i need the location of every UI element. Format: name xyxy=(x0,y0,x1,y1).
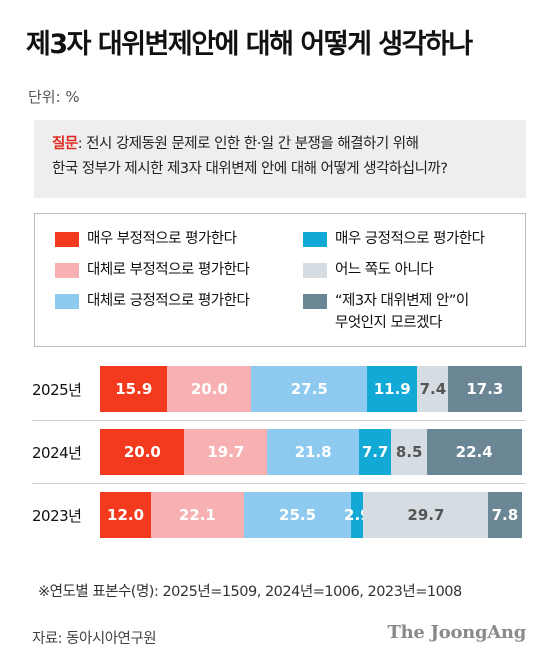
legend-item-unknown: “제3자 대위변제 안”이 무엇인지 모르겠다 xyxy=(303,290,469,334)
data-label: 7.8 xyxy=(491,506,519,524)
data-label: 19.7 xyxy=(207,443,245,461)
legend-item-very-positive: 매우 긍정적으로 평가한다 xyxy=(303,228,485,250)
chart-title: 제3자 대위변제안에 대해 어떻게 생각하나 xyxy=(26,29,473,60)
data-label: 20.0 xyxy=(123,443,161,461)
bar-segment: 25.5 xyxy=(243,492,352,538)
data-label: 11.9 xyxy=(373,380,411,398)
data-label: 22.1 xyxy=(178,506,216,524)
data-label: 8.5 xyxy=(395,443,423,461)
legend-swatch xyxy=(55,294,79,309)
bar-segment: 7.7 xyxy=(358,429,392,475)
legend-label: 대체로 부정적으로 평가한다 xyxy=(87,262,250,278)
question-box: 질문: 전시 강제동원 문제로 인한 한·일 간 분쟁을 해결하기 위해 한국 … xyxy=(34,120,526,198)
legend-label: 매우 긍정적으로 평가한다 xyxy=(335,231,485,247)
bar-segment: 19.7 xyxy=(184,429,268,475)
bar-segment: 21.8 xyxy=(266,429,360,475)
bar-segment: 15.9 xyxy=(100,366,168,412)
bar-segment: 27.5 xyxy=(251,366,368,412)
legend-label: 매우 부정적으로 평가한다 xyxy=(87,231,237,247)
bar-segment: 17.3 xyxy=(448,366,522,412)
data-label: 7.4 xyxy=(419,380,447,398)
y-tick-label: 2025년 xyxy=(32,381,82,399)
legend: 매우 부정적으로 평가한다 매우 긍정적으로 평가한다 대체로 부정적으로 평가… xyxy=(34,213,526,347)
data-label: 27.5 xyxy=(290,380,328,398)
brand-logo: The JoongAng xyxy=(387,622,527,643)
unit-label: 단위: % xyxy=(28,88,80,106)
legend-swatch xyxy=(303,294,327,309)
data-label: 20.0 xyxy=(190,380,228,398)
legend-swatch xyxy=(303,263,327,278)
question-text-1: : 전시 강제동원 문제로 인한 한·일 간 분쟁을 해결하기 위해 xyxy=(77,136,419,152)
data-label: 7.7 xyxy=(361,443,389,461)
stacked-bar-chart: 2025년 15.9 20.0 27.5 11.9 7.4 17.3 2024년 20.0 19.… xyxy=(0,360,560,560)
legend-swatch xyxy=(303,232,327,247)
sample-size-note: ※연도별 표본수(명): 2025년=1509, 2024년=1006, 202… xyxy=(38,584,462,600)
data-label: 22.4 xyxy=(455,443,493,461)
legend-item-very-negative: 매우 부정적으로 평가한다 xyxy=(55,228,237,250)
bar-segment: 22.1 xyxy=(150,492,245,538)
legend-swatch xyxy=(55,232,79,247)
legend-item-somewhat-positive: 대체로 긍정적으로 평가한다 xyxy=(55,290,250,312)
data-label: 25.5 xyxy=(279,506,317,524)
row-divider xyxy=(32,483,526,484)
question-line-1: 질문: 전시 강제동원 문제로 인한 한·일 간 분쟁을 해결하기 위해 xyxy=(52,132,512,157)
legend-swatch xyxy=(55,263,79,278)
data-label: 21.8 xyxy=(294,443,332,461)
data-label: 29.7 xyxy=(407,506,445,524)
bar-segment: 22.4 xyxy=(426,429,522,475)
bar-segment: 29.7 xyxy=(363,492,489,538)
bar-segment: 20.0 xyxy=(100,429,185,475)
question-text-2: 한국 정부가 제시한 제3자 대위변제 안에 대해 어떻게 생각하십니까? xyxy=(52,161,448,177)
source-label: 자료: 동아시아연구원 xyxy=(32,631,157,647)
y-tick-label: 2023년 xyxy=(32,507,82,525)
data-label: 17.3 xyxy=(466,380,504,398)
legend-label: 어느 쪽도 아니다 xyxy=(335,262,434,278)
row-divider xyxy=(32,420,526,421)
legend-item-neither: 어느 쪽도 아니다 xyxy=(303,259,434,281)
y-tick-label: 2024년 xyxy=(32,444,82,462)
legend-label: 대체로 긍정적으로 평가한다 xyxy=(87,293,250,309)
data-label: 15.9 xyxy=(115,380,153,398)
data-label: 12.0 xyxy=(107,506,145,524)
bar-segment: 7.4 xyxy=(417,366,449,412)
bar-segment: 2.9 xyxy=(344,492,371,538)
question-label: 질문 xyxy=(52,136,78,152)
bar-segment: 8.5 xyxy=(391,429,428,475)
bar-segment: 7.8 xyxy=(488,492,522,538)
legend-label: “제3자 대위변제 안”이 무엇인지 모르겠다 xyxy=(335,293,469,331)
bar-segment: 12.0 xyxy=(100,492,152,538)
legend-item-somewhat-negative: 대체로 부정적으로 평가한다 xyxy=(55,259,250,281)
bar-segment: 20.0 xyxy=(166,366,252,412)
bar-segment: 11.9 xyxy=(366,366,418,412)
